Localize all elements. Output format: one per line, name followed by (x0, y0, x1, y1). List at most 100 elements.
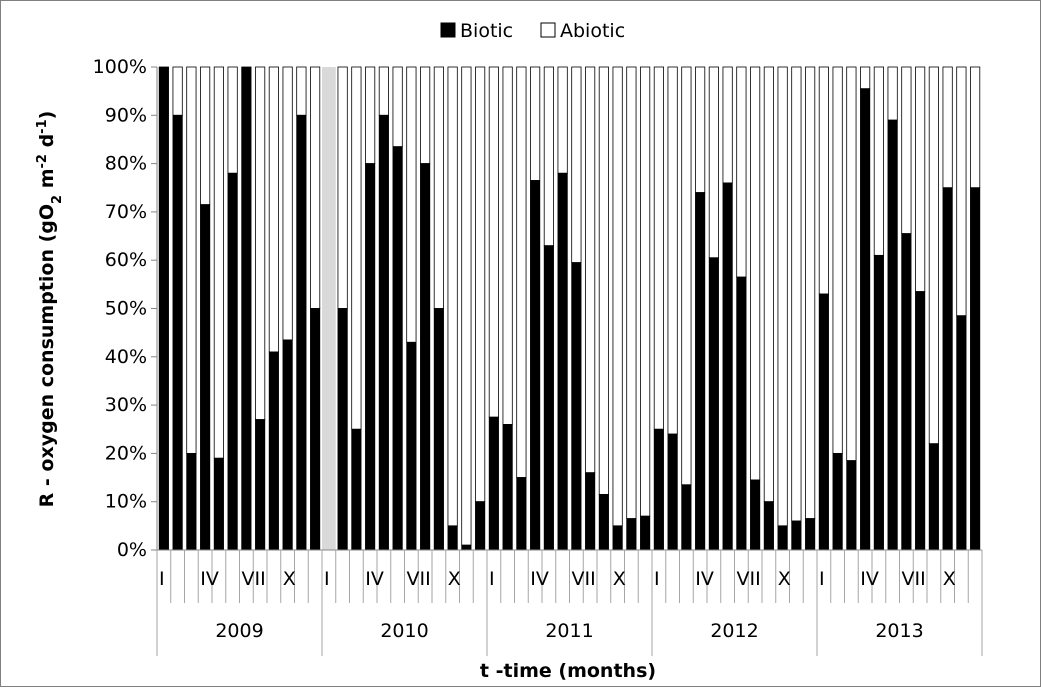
bar-biotic (626, 518, 637, 551)
y-axis-title-part: R - oxygen consumption (gO (36, 204, 58, 507)
bar-abiotic (543, 66, 554, 247)
bar-biotic (942, 187, 953, 551)
bar-abiotic (722, 66, 733, 184)
bar-abiotic (255, 66, 266, 420)
month-label: IV (860, 568, 879, 590)
bar-biotic (585, 472, 596, 551)
bar-abiotic (296, 66, 307, 116)
bar-biotic (915, 291, 926, 551)
bar-abiotic (268, 66, 279, 353)
bar-abiotic (420, 66, 431, 164)
legend-swatch-abiotic (540, 22, 556, 38)
bar-biotic (763, 501, 774, 551)
bar-biotic (310, 308, 321, 551)
legend-label-abiotic: Abiotic (560, 20, 625, 42)
bar-abiotic (860, 66, 871, 90)
bar-abiotic (915, 66, 926, 292)
bar-abiotic (227, 66, 238, 174)
month-label: IV (200, 568, 219, 590)
bar-biotic (818, 293, 829, 551)
bar-biotic (708, 257, 719, 551)
bar-abiotic (846, 66, 857, 462)
bar-abiotic (213, 66, 224, 459)
bar-biotic (736, 276, 747, 551)
bar-abiotic (557, 66, 568, 174)
year-label: 2013 (875, 620, 923, 642)
bar-abiotic (887, 66, 898, 121)
month-label: I (324, 568, 330, 590)
month-label: IV (365, 568, 384, 590)
y-axis-title-part: -1 (35, 119, 50, 133)
bar-biotic (640, 515, 651, 551)
y-tick-label: 50% (105, 298, 147, 320)
bar-biotic (420, 163, 431, 551)
month-label: X (778, 568, 791, 590)
bar-biotic (488, 416, 499, 551)
missing-data-band (322, 67, 336, 550)
bar-biotic (846, 460, 857, 551)
y-tick-label: 90% (105, 104, 147, 126)
y-tick-label: 40% (105, 346, 147, 368)
bar-biotic (653, 428, 664, 551)
bar-biotic (873, 254, 884, 551)
bar-biotic (956, 315, 967, 551)
bar-abiotic (970, 66, 981, 189)
y-axis-title-part: d (36, 134, 58, 154)
bar-abiotic (667, 66, 678, 435)
bar-abiotic (640, 66, 651, 517)
bar-abiotic (516, 66, 527, 478)
bar-biotic (461, 544, 472, 551)
month-label: IV (695, 568, 714, 590)
bar-biotic (777, 525, 788, 551)
month-label: IV (530, 568, 549, 590)
bar-abiotic (791, 66, 802, 522)
month-label: X (448, 568, 461, 590)
month-label: X (943, 568, 956, 590)
y-axis-title-part: -2 (35, 154, 50, 168)
y-tick-label: 70% (105, 201, 147, 223)
bar-abiotic (186, 66, 197, 454)
bar-biotic (392, 146, 403, 551)
month-label: VII (407, 568, 431, 590)
bar-biotic (516, 477, 527, 551)
bar-abiotic (406, 66, 417, 343)
bar-biotic (805, 518, 816, 551)
bar-abiotic (530, 66, 541, 181)
bar-abiotic (777, 66, 788, 527)
bar-biotic (860, 88, 871, 551)
bar-biotic (612, 525, 623, 551)
month-label: VII (242, 568, 266, 590)
bar-abiotic (681, 66, 692, 486)
bar-abiotic (337, 66, 348, 309)
y-axis-title-part: ) (36, 111, 58, 120)
bar-biotic (928, 443, 939, 551)
bar-biotic (227, 172, 238, 551)
month-label: I (654, 568, 660, 590)
y-tick-label: 20% (105, 442, 147, 464)
month-label: I (819, 568, 825, 590)
bar-biotic (241, 66, 252, 551)
bar-abiotic (736, 66, 747, 278)
bar-biotic (475, 501, 486, 551)
bar-abiotic (172, 66, 183, 116)
bar-abiotic (873, 66, 884, 256)
bar-biotic (791, 520, 802, 551)
plot-area: 0% 10% 20% 30% 40% 50% 60% 70% 80% 90% 100% I IV VII X… (93, 56, 983, 656)
y-tick-label: 60% (105, 249, 147, 271)
bar-biotic (557, 172, 568, 551)
month-label: I (159, 568, 165, 590)
y-axis-title-part: 2 (50, 195, 65, 204)
bar-abiotic (310, 66, 321, 309)
bar-biotic (598, 494, 609, 551)
y-tick-label: 10% (105, 491, 147, 513)
bar-biotic (268, 351, 279, 551)
bar-abiotic (282, 66, 293, 341)
y-tick-label: 80% (105, 153, 147, 175)
bar-abiotic (956, 66, 967, 317)
bar-biotic (750, 479, 761, 551)
y-axis-title: R - oxygen consumption (gO2 m-2 d-1) (35, 111, 65, 508)
bar-abiotic (571, 66, 582, 264)
bar-biotic (543, 245, 554, 551)
legend-swatch-biotic (440, 22, 456, 38)
